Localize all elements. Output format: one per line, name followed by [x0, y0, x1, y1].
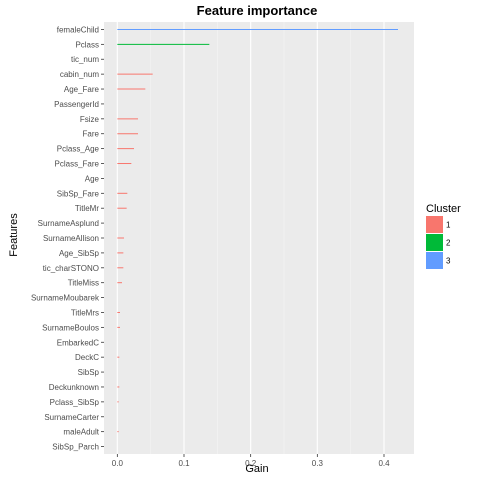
y-tick-label: SibSp_Fare [57, 189, 100, 198]
y-tick-label: Fsize [80, 115, 100, 124]
y-tick-label: PassengerId [54, 100, 99, 109]
y-tick-label: DeckC [75, 353, 99, 362]
y-tick-label: SibSp [78, 368, 100, 377]
legend-key-1 [426, 216, 443, 233]
legend-key-2 [426, 234, 443, 251]
y-axis-tick-labels: femaleChild Pclass tic_num cabin_num Age_Far… [31, 25, 104, 452]
x-tick-label: 0.4 [378, 459, 390, 468]
x-axis-ticks: 0.0 0.1 0.2 0.3 0.4 [112, 454, 390, 468]
legend-title: Cluster [426, 203, 461, 215]
y-tick-label: TitleMiss [68, 279, 99, 288]
x-tick-label: 0.2 [245, 459, 257, 468]
y-tick-label: Age [85, 174, 100, 183]
chart-title: Feature importance [197, 3, 318, 18]
legend-label: 1 [446, 221, 451, 230]
plot-panel [104, 22, 414, 454]
y-tick-label: SurnameBoulos [42, 323, 99, 332]
y-tick-label: Pclass_Fare [55, 160, 100, 169]
x-axis-title: Gain [245, 463, 268, 475]
y-tick-label: TitleMrs [71, 308, 99, 317]
y-tick-label: Pclass [75, 40, 99, 49]
y-tick-label: SibSp_Parch [52, 443, 99, 452]
y-tick-label: EmbarkedC [57, 338, 99, 347]
legend-label: 3 [446, 257, 451, 266]
y-tick-label: SurnameCarter [44, 413, 99, 422]
legend: Cluster 1 2 3 [426, 203, 461, 269]
y-tick-label: tic_charSTONO [43, 264, 99, 273]
legend-label: 2 [446, 239, 451, 248]
y-tick-label: Pclass_SibSp [50, 398, 100, 407]
y-tick-label: Pclass_Age [57, 145, 100, 154]
y-tick-label: SurnameAsplund [38, 219, 99, 228]
y-tick-label: Age_Fare [64, 85, 100, 94]
y-tick-label: Fare [83, 130, 100, 139]
y-tick-label: cabin_num [60, 70, 99, 79]
y-tick-label: tic_num [71, 55, 99, 64]
y-tick-label: Age_SibSp [59, 249, 100, 258]
y-tick-label: TitleMr [75, 204, 99, 213]
y-tick-label: SurnameAllison [43, 234, 99, 243]
y-tick-label: femaleChild [57, 25, 99, 34]
y-tick-label: Deckunknown [49, 383, 99, 392]
x-tick-label: 0.3 [312, 459, 324, 468]
x-tick-label: 0.1 [178, 459, 190, 468]
y-axis-title: Features [8, 213, 20, 257]
y-tick-label: SurnameMoubarek [31, 294, 100, 303]
bars [117, 28, 398, 433]
y-tick-label: maleAdult [63, 428, 99, 437]
x-tick-label: 0.0 [112, 459, 124, 468]
legend-key-3 [426, 252, 443, 269]
